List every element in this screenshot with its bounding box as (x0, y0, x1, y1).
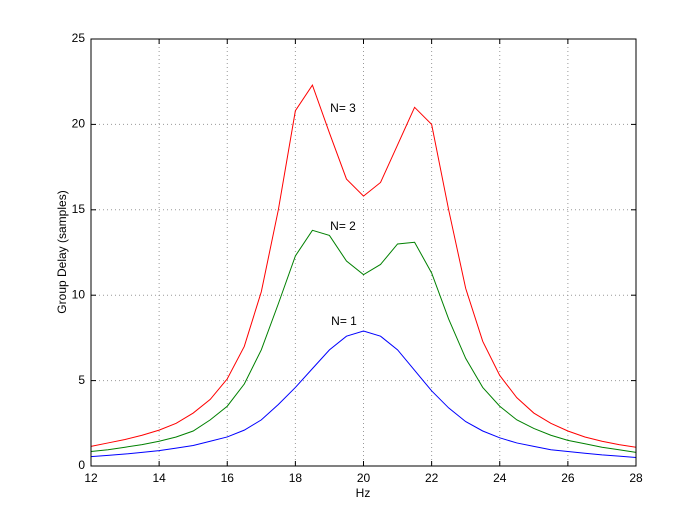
x-tick-label: 18 (289, 471, 303, 485)
series-line (90, 229, 637, 453)
y-tick-label: 15 (72, 202, 86, 216)
x-tick-label: 16 (221, 471, 235, 485)
y-tick-label: 5 (78, 373, 85, 387)
x-tick-label: 26 (561, 471, 575, 485)
x-tick-label: 14 (152, 471, 166, 485)
y-tick-label: 25 (72, 31, 86, 45)
x-tick-label: 22 (425, 471, 439, 485)
plot-frame (90, 38, 637, 467)
series-label: N= 1 (331, 314, 357, 328)
series-label: N= 3 (330, 101, 356, 115)
y-axis-label: Group Delay (samples) (55, 190, 69, 313)
y-tick-label: 10 (72, 287, 86, 301)
x-tick-label: 24 (493, 471, 507, 485)
series-label: N= 2 (330, 219, 356, 233)
y-tick-label: 0 (78, 458, 85, 472)
x-axis-label: Hz (356, 486, 371, 500)
x-tick-label: 28 (629, 471, 643, 485)
x-tick-label: 12 (84, 471, 98, 485)
y-tick-label: 20 (72, 117, 86, 131)
series-line (90, 330, 637, 458)
x-tick-label: 20 (357, 471, 371, 485)
series-line (90, 84, 637, 448)
